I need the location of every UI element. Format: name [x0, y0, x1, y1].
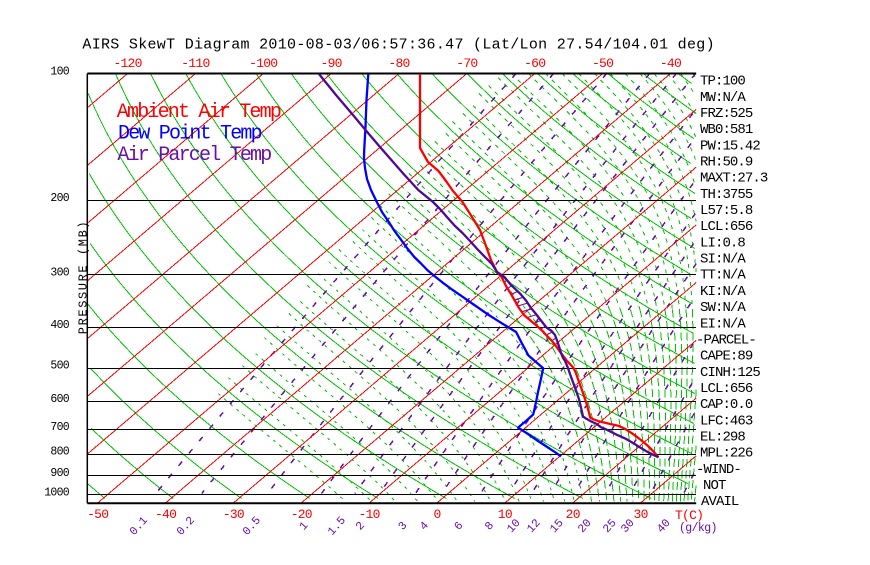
svg-text:FRZ:525: FRZ:525: [700, 106, 753, 122]
svg-text:EI:N/A: EI:N/A: [700, 316, 746, 332]
svg-text:-PARCEL-: -PARCEL-: [696, 332, 756, 348]
svg-text:TT:N/A: TT:N/A: [700, 268, 746, 284]
svg-text:200: 200: [50, 192, 69, 205]
svg-text:Ambient Air Temp: Ambient Air Temp: [117, 101, 281, 124]
svg-text:CAP:0.0: CAP:0.0: [700, 397, 753, 413]
svg-text:WB0:581: WB0:581: [700, 122, 753, 138]
svg-text:Air Parcel Temp: Air Parcel Temp: [117, 144, 271, 167]
svg-text:-50: -50: [87, 507, 108, 522]
svg-text:-WIND-: -WIND-: [696, 462, 741, 478]
svg-text:CINH:125: CINH:125: [700, 365, 760, 381]
svg-text:KI:N/A: KI:N/A: [700, 284, 746, 300]
svg-text:AIRS SkewT Diagram 2010-08-03/: AIRS SkewT Diagram 2010-08-03/06:57:36.4…: [82, 36, 715, 53]
svg-text:PW:15.42: PW:15.42: [700, 138, 760, 154]
svg-text:LI:0.8: LI:0.8: [700, 235, 745, 251]
svg-text:SW:N/A: SW:N/A: [700, 300, 746, 316]
svg-text:-20: -20: [291, 507, 312, 522]
svg-text:MPL:226: MPL:226: [700, 446, 753, 462]
svg-text:300: 300: [50, 266, 69, 279]
svg-text:20: 20: [566, 507, 580, 522]
svg-text:-120: -120: [113, 56, 141, 71]
svg-text:-10: -10: [359, 507, 380, 522]
svg-text:-40: -40: [660, 56, 681, 71]
svg-text:-90: -90: [321, 56, 342, 71]
svg-text:400: 400: [50, 319, 69, 332]
svg-text:1000: 1000: [44, 486, 70, 499]
svg-text:700: 700: [50, 421, 69, 434]
svg-text:800: 800: [50, 446, 69, 459]
svg-text:-70: -70: [456, 56, 477, 71]
svg-text:-50: -50: [592, 56, 613, 71]
svg-text:30: 30: [634, 507, 648, 522]
svg-text:-80: -80: [388, 56, 409, 71]
svg-text:T(C): T(C): [675, 508, 703, 523]
svg-text:TH:3755: TH:3755: [700, 187, 753, 203]
svg-text:10: 10: [498, 507, 512, 522]
svg-text:NOT: NOT: [703, 478, 726, 494]
svg-text:-30: -30: [223, 507, 244, 522]
svg-text:600: 600: [50, 393, 69, 406]
svg-text:SI:N/A: SI:N/A: [700, 252, 746, 268]
svg-text:Dew Point Temp: Dew Point Temp: [118, 123, 262, 146]
svg-text:TP:100: TP:100: [700, 74, 745, 90]
svg-text:PRESSURE (MB): PRESSURE (MB): [77, 220, 91, 334]
svg-text:LCL:656: LCL:656: [700, 219, 753, 235]
svg-text:EL:298: EL:298: [700, 429, 745, 445]
svg-text:L57:5.8: L57:5.8: [700, 203, 753, 219]
svg-text:0: 0: [433, 507, 440, 522]
svg-text:AVAIL: AVAIL: [701, 494, 739, 510]
svg-text:CAPE:89: CAPE:89: [700, 349, 753, 365]
svg-text:-100: -100: [249, 56, 277, 71]
svg-text:100: 100: [50, 66, 69, 79]
svg-text:-40: -40: [155, 507, 176, 522]
svg-text:MW:N/A: MW:N/A: [700, 90, 746, 106]
svg-text:900: 900: [50, 467, 69, 480]
svg-text:500: 500: [50, 360, 69, 373]
svg-text:RH:50.9: RH:50.9: [700, 155, 753, 171]
svg-text:-110: -110: [181, 56, 209, 71]
svg-text:LCL:656: LCL:656: [700, 381, 753, 397]
svg-text:LFC:463: LFC:463: [700, 413, 753, 429]
svg-text:(g/kg): (g/kg): [679, 522, 717, 535]
svg-text:-60: -60: [524, 56, 545, 71]
svg-text:MAXT:27.3: MAXT:27.3: [700, 171, 768, 187]
